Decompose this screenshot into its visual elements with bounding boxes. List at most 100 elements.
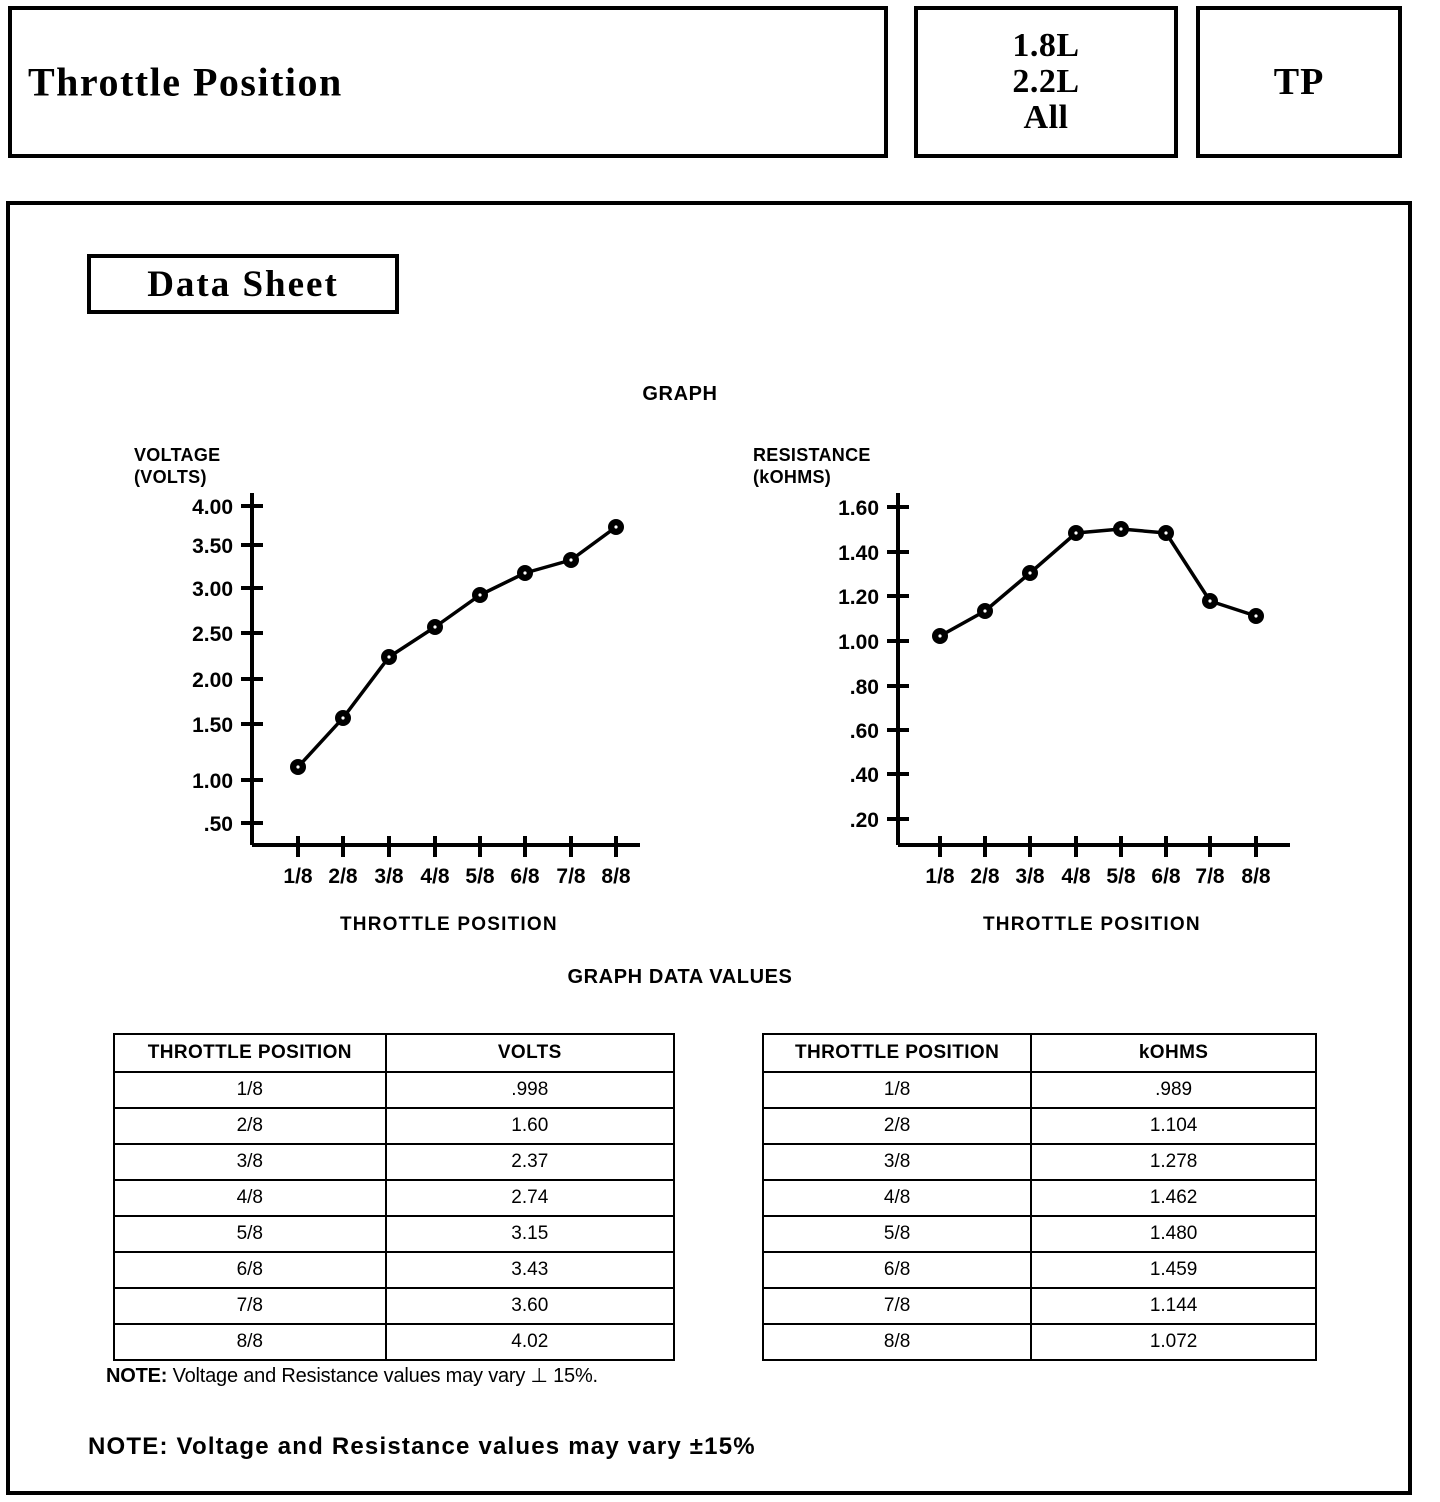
cell-position: 7/8 xyxy=(113,1287,387,1325)
voltage-data-points xyxy=(290,519,624,775)
table-row: 7/8 1.144 xyxy=(761,1287,1317,1325)
resistance-data-line xyxy=(939,527,1257,638)
cell-value: 1.462 xyxy=(1030,1179,1317,1217)
cell-value: 3.60 xyxy=(384,1287,676,1325)
svg-text:4/8: 4/8 xyxy=(1061,865,1091,888)
svg-text:1/8: 1/8 xyxy=(283,865,313,888)
svg-text:5/8: 5/8 xyxy=(465,865,495,888)
cell-position: 5/8 xyxy=(761,1215,1033,1253)
svg-text:6/8: 6/8 xyxy=(510,865,540,888)
note-small-prefix: NOTE: xyxy=(106,1365,168,1387)
cell-value: 1.278 xyxy=(1030,1143,1317,1181)
svg-text:5/8: 5/8 xyxy=(1106,865,1136,888)
table-row: 5/8 3.15 xyxy=(113,1215,676,1253)
table-row: 4/8 2.74 xyxy=(113,1179,676,1217)
page-title: Throttle Position xyxy=(28,59,343,105)
voltage-x-tick-labels: 1/8 2/8 3/8 4/8 5/8 6/8 7/8 8/8 xyxy=(283,865,631,888)
cell-value: 1.459 xyxy=(1030,1251,1317,1289)
table-row: 2/8 1.104 xyxy=(761,1107,1317,1145)
table-row: 1/8 .989 xyxy=(761,1071,1317,1109)
voltage-chart: VOLTAGE (VOLTS) xyxy=(128,445,688,935)
table-row: 6/8 1.459 xyxy=(761,1251,1317,1289)
component-code-label: TP xyxy=(1273,61,1325,103)
svg-text:1.60: 1.60 xyxy=(838,497,879,520)
table-row: 4/8 1.462 xyxy=(761,1179,1317,1217)
svg-text:.80: .80 xyxy=(850,676,879,699)
note-large: NOTE: Voltage and Resistance values may … xyxy=(88,1433,756,1460)
col-header-kohms: kOHMS xyxy=(1030,1033,1317,1073)
engine-line-2: 2.2L xyxy=(1012,62,1080,100)
svg-text:7/8: 7/8 xyxy=(556,865,586,888)
cell-position: 4/8 xyxy=(113,1179,387,1217)
svg-text:.40: .40 xyxy=(850,764,879,787)
svg-text:1/8: 1/8 xyxy=(925,865,955,888)
resistance-y-tick-labels: 1.60 1.40 1.20 1.00 .80 .60 .40 .20 xyxy=(838,497,879,832)
cell-value: 3.15 xyxy=(384,1215,676,1253)
cell-position: 8/8 xyxy=(761,1323,1033,1361)
col-header-throttle-position: THROTTLE POSITION xyxy=(113,1033,387,1073)
cell-position: 2/8 xyxy=(761,1107,1033,1145)
svg-text:2.50: 2.50 xyxy=(192,623,233,646)
cell-position: 8/8 xyxy=(113,1323,387,1361)
svg-text:.20: .20 xyxy=(850,809,879,832)
data-sheet-label: Data Sheet xyxy=(147,263,339,305)
voltage-data-table: THROTTLE POSITION VOLTS 1/8 .998 2/8 1.6… xyxy=(113,1033,676,1361)
cell-position: 1/8 xyxy=(761,1071,1033,1109)
voltage-data-point-centers xyxy=(296,525,618,769)
voltage-y-ticks xyxy=(241,504,263,825)
resistance-data-points xyxy=(932,521,1264,644)
svg-text:1.00: 1.00 xyxy=(192,770,233,793)
svg-text:.50: .50 xyxy=(204,813,233,836)
cell-value: 1.104 xyxy=(1030,1107,1317,1145)
svg-text:3/8: 3/8 xyxy=(374,865,404,888)
svg-text:1.50: 1.50 xyxy=(192,714,233,737)
table-row: 1/8 .998 xyxy=(113,1071,676,1109)
cell-value: 1.144 xyxy=(1030,1287,1317,1325)
resistance-x-axis-title: THROTTLE POSITION xyxy=(983,914,1201,935)
engine-line-1: 1.8L xyxy=(1012,26,1080,64)
header-component-code-box: TP xyxy=(1196,6,1402,158)
resistance-chart-plot: 1.60 1.40 1.20 1.00 .80 .60 .40 .20 xyxy=(838,493,1290,888)
resistance-x-tick-labels: 1/8 2/8 3/8 4/8 5/8 6/8 7/8 8/8 xyxy=(925,865,1271,888)
table-row: 5/8 1.480 xyxy=(761,1215,1317,1253)
svg-text:6/8: 6/8 xyxy=(1151,865,1181,888)
resistance-data-table: THROTTLE POSITION kOHMS 1/8 .989 2/8 1.1… xyxy=(761,1033,1317,1361)
col-header-volts: VOLTS xyxy=(384,1033,676,1073)
svg-text:3.50: 3.50 xyxy=(192,535,233,558)
svg-text:1.00: 1.00 xyxy=(838,631,879,654)
table-header-row: THROTTLE POSITION VOLTS xyxy=(113,1033,676,1073)
cell-value: 1.480 xyxy=(1030,1215,1317,1253)
header-engine-box: 1.8L 2.2L All xyxy=(914,6,1178,158)
header-title-box: Throttle Position xyxy=(8,6,888,158)
resistance-x-ticks xyxy=(938,836,1258,857)
voltage-y-tick-labels: 4.00 3.50 3.00 2.50 2.00 1.50 1.00 .50 xyxy=(192,496,233,836)
cell-value: .998 xyxy=(384,1071,676,1109)
cell-position: 4/8 xyxy=(761,1179,1033,1217)
svg-text:7/8: 7/8 xyxy=(1195,865,1225,888)
resistance-y-axis-title: RESISTANCE (kOHMS) xyxy=(753,445,871,487)
engine-line-3: All xyxy=(1023,99,1069,137)
voltage-chart-plot: 4.00 3.50 3.00 2.50 2.00 1.50 1.00 .50 xyxy=(192,493,640,888)
table-row: 7/8 3.60 xyxy=(113,1287,676,1325)
voltage-x-ticks xyxy=(296,836,618,857)
cell-position: 6/8 xyxy=(113,1251,387,1289)
resistance-data-point-centers xyxy=(938,527,1258,638)
table-row: 2/8 1.60 xyxy=(113,1107,676,1145)
data-sheet-badge: Data Sheet xyxy=(87,254,399,314)
resistance-chart: RESISTANCE (kOHMS) xyxy=(745,445,1305,935)
svg-text:2.00: 2.00 xyxy=(192,669,233,692)
cell-position: 5/8 xyxy=(113,1215,387,1253)
cell-position: 7/8 xyxy=(761,1287,1033,1325)
cell-value: 2.37 xyxy=(384,1143,676,1181)
svg-text:1.40: 1.40 xyxy=(838,542,879,565)
table-row: 6/8 3.43 xyxy=(113,1251,676,1289)
table-row: 3/8 2.37 xyxy=(113,1143,676,1181)
note-small: NOTE: Voltage and Resistance values may … xyxy=(106,1363,598,1388)
voltage-y-axis-title: VOLTAGE (VOLTS) xyxy=(134,445,221,487)
svg-text:4/8: 4/8 xyxy=(420,865,450,888)
cell-position: 2/8 xyxy=(113,1107,387,1145)
cell-position: 1/8 xyxy=(113,1071,387,1109)
cell-value: 3.43 xyxy=(384,1251,676,1289)
graph-data-values-caption: GRAPH DATA VALUES xyxy=(567,966,793,988)
svg-text:3.00: 3.00 xyxy=(192,578,233,601)
